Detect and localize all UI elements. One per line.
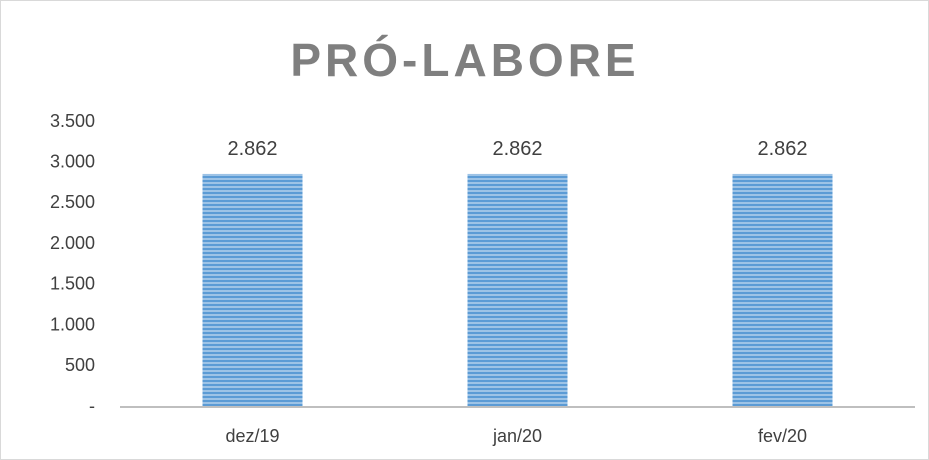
bar <box>202 173 303 407</box>
y-tick-label: 500 <box>65 355 95 375</box>
y-tick-label: 1.000 <box>50 314 95 334</box>
bar <box>732 173 833 407</box>
x-tick-label: fev/20 <box>758 426 807 446</box>
y-tick-label: 2.000 <box>50 233 95 253</box>
y-tick-label: 2.500 <box>50 192 95 212</box>
y-tick-label: - <box>89 396 95 416</box>
y-tick-label: 3.000 <box>50 151 95 171</box>
x-tick-label: dez/19 <box>225 426 279 446</box>
data-label: 2.862 <box>227 138 277 160</box>
y-tick-label: 1.500 <box>50 274 95 294</box>
data-label: 2.862 <box>492 138 542 160</box>
data-label: 2.862 <box>757 138 807 160</box>
y-tick-label: 3.500 <box>50 111 95 131</box>
bar <box>467 173 568 407</box>
x-tick-label: jan/20 <box>492 426 542 446</box>
chart-title: PRÓ-LABORE <box>290 34 639 86</box>
